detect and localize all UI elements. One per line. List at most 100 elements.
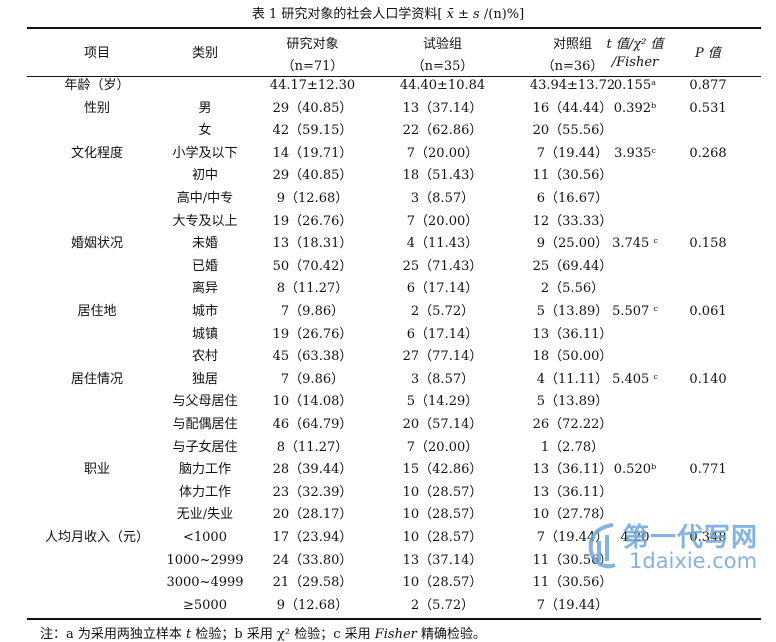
note-part1: 注：a 为采用两独立样本 bbox=[40, 627, 187, 642]
row-p-value bbox=[678, 257, 738, 277]
row-category: <1000 bbox=[183, 530, 227, 545]
row-category: 3000~4999 bbox=[166, 575, 244, 591]
row-test-value bbox=[580, 279, 690, 299]
header-study: 研究对象 bbox=[286, 37, 339, 52]
row-project: 婚姻状况 bbox=[70, 236, 123, 252]
row-exp-value: 20（57.14） bbox=[402, 417, 483, 432]
header-category: 类别 bbox=[191, 46, 218, 61]
row-exp-value: 3（8.57） bbox=[410, 371, 475, 387]
row-p-value bbox=[678, 596, 738, 616]
row-study-value: 7（9.86） bbox=[280, 304, 345, 319]
row-test-value bbox=[580, 347, 690, 367]
row-category: 女 bbox=[198, 123, 212, 139]
row-p-value bbox=[678, 415, 738, 435]
row-ctl-value: 43.94±13.72 bbox=[529, 78, 616, 93]
row-project: 性别 bbox=[83, 100, 110, 116]
row-project bbox=[27, 121, 167, 141]
row-study-value: 9（12.68） bbox=[276, 597, 349, 613]
row-exp-value: 13（37.14） bbox=[402, 100, 483, 116]
header-p: P 值 bbox=[678, 42, 738, 61]
row-ctl-value: 12（33.33） bbox=[532, 213, 613, 229]
row-study-value: 45（63.38） bbox=[272, 349, 353, 365]
note-fisher: Fisher bbox=[374, 627, 417, 642]
row-exp-value: 10（28.57） bbox=[402, 484, 483, 500]
row-test-value: 5.405 ᶜ bbox=[612, 371, 658, 387]
row-p-value: 0.877 bbox=[689, 78, 727, 93]
row-test-value: 3.935ᶜ bbox=[614, 145, 656, 161]
row-project bbox=[27, 596, 167, 616]
row-study-value: 24（33.80） bbox=[272, 552, 353, 568]
header-study-n: （n=71） bbox=[281, 59, 344, 74]
row-project bbox=[27, 166, 167, 186]
header-t-line2: /Fisher bbox=[611, 55, 659, 70]
row-project: 居住情况 bbox=[70, 371, 123, 387]
title-suffix: /(n)%] bbox=[479, 7, 525, 22]
row-ctl-value: 13（36.11） bbox=[532, 484, 613, 500]
row-category: 脑力工作 bbox=[178, 462, 231, 478]
row-study-value: 44.17±12.30 bbox=[269, 78, 356, 93]
row-p-value: 0.158 bbox=[689, 236, 727, 252]
table-title: 表 1 研究对象的社会人口学资料[ x̄ ± s /(n)%] bbox=[0, 3, 776, 22]
row-test-value bbox=[580, 438, 690, 458]
row-category: 1000~2999 bbox=[166, 552, 244, 568]
row-ctl-value: 5（13.89） bbox=[536, 394, 609, 410]
row-test-value: 0.155ᵃ bbox=[613, 78, 657, 93]
row-project bbox=[27, 415, 167, 435]
row-category: 体力工作 bbox=[178, 484, 231, 500]
row-project: 职业 bbox=[83, 462, 110, 478]
row-project: 居住地 bbox=[77, 304, 117, 319]
row-study-value: 46（64.79） bbox=[272, 417, 353, 432]
row-ctl-value: 11（30.56） bbox=[532, 168, 613, 184]
row-ctl-value: 1（2.78） bbox=[540, 439, 605, 455]
row-test-value: 0.520ᵇ bbox=[613, 462, 657, 478]
table-note: 注：a 为采用两独立样本 t 检验；b 采用 χ² 检验；c 采用 Fisher… bbox=[40, 623, 486, 642]
row-exp-value: 5（14.29） bbox=[406, 394, 479, 410]
row-exp-value: 7（20.00） bbox=[406, 213, 479, 229]
row-ctl-value: 26（72.22） bbox=[532, 417, 613, 432]
header-t: t 值/χ² 值 bbox=[580, 33, 690, 52]
row-exp-value: 7（20.00） bbox=[406, 145, 479, 161]
row-p-value: 0.348 bbox=[689, 530, 727, 545]
row-exp-value: 7（20.00） bbox=[406, 439, 479, 455]
table-top-rule bbox=[27, 27, 761, 29]
note-part2: 检验；b 采用 χ² 检验；c 采用 bbox=[191, 627, 375, 642]
watermark: 第一代写网 1daixie.com bbox=[583, 517, 763, 577]
row-category: 男 bbox=[198, 100, 212, 116]
row-study-value: 42（59.15） bbox=[272, 123, 353, 139]
header-exp: 试验组 bbox=[422, 37, 462, 52]
row-project bbox=[27, 257, 167, 277]
row-ctl-value: 4（11.11） bbox=[536, 371, 609, 387]
watermark-line2: 1daixie.com bbox=[629, 549, 758, 573]
row-test-value bbox=[580, 596, 690, 616]
row-category: 未婚 bbox=[191, 236, 218, 252]
row-category: 高中/中专 bbox=[176, 191, 234, 206]
header-t-line1: t 值/χ² 值 bbox=[606, 37, 664, 52]
row-exp-value: 3（8.57） bbox=[410, 191, 475, 206]
title-prefix: 表 1 研究对象的社会人口学资料[ bbox=[251, 7, 447, 22]
row-study-value: 29（40.85） bbox=[272, 168, 353, 184]
row-category: 城市 bbox=[191, 304, 218, 319]
row-category: 与父母居住 bbox=[172, 394, 238, 410]
row-ctl-value: 7（19.44） bbox=[536, 597, 609, 613]
row-study-value: 50（70.42） bbox=[272, 258, 353, 274]
row-project bbox=[27, 573, 167, 593]
row-study-value: 19（26.76） bbox=[272, 326, 353, 342]
row-project bbox=[27, 212, 167, 232]
row-study-value: 14（19.71） bbox=[272, 145, 353, 161]
row-study-value: 29（40.85） bbox=[272, 100, 353, 116]
row-exp-value: 44.40±10.84 bbox=[399, 78, 486, 93]
row-ctl-value: 2（5.56） bbox=[540, 281, 605, 297]
row-test-value bbox=[580, 166, 690, 186]
row-study-value: 21（29.58） bbox=[272, 575, 353, 591]
row-category: 无业/失业 bbox=[176, 507, 234, 523]
row-study-value: 9（12.68） bbox=[276, 191, 349, 206]
row-project: 文化程度 bbox=[70, 145, 123, 161]
row-exp-value: 15（42.86） bbox=[402, 462, 483, 478]
row-category: 独居 bbox=[191, 371, 218, 387]
row-exp-value: 25（71.43） bbox=[402, 258, 483, 274]
row-project bbox=[27, 189, 167, 209]
row-category: 初中 bbox=[191, 168, 218, 184]
row-test-value: 3.745 ᶜ bbox=[612, 236, 658, 252]
row-p-value: 0.268 bbox=[689, 145, 727, 161]
row-exp-value: 2（5.72） bbox=[410, 597, 475, 613]
